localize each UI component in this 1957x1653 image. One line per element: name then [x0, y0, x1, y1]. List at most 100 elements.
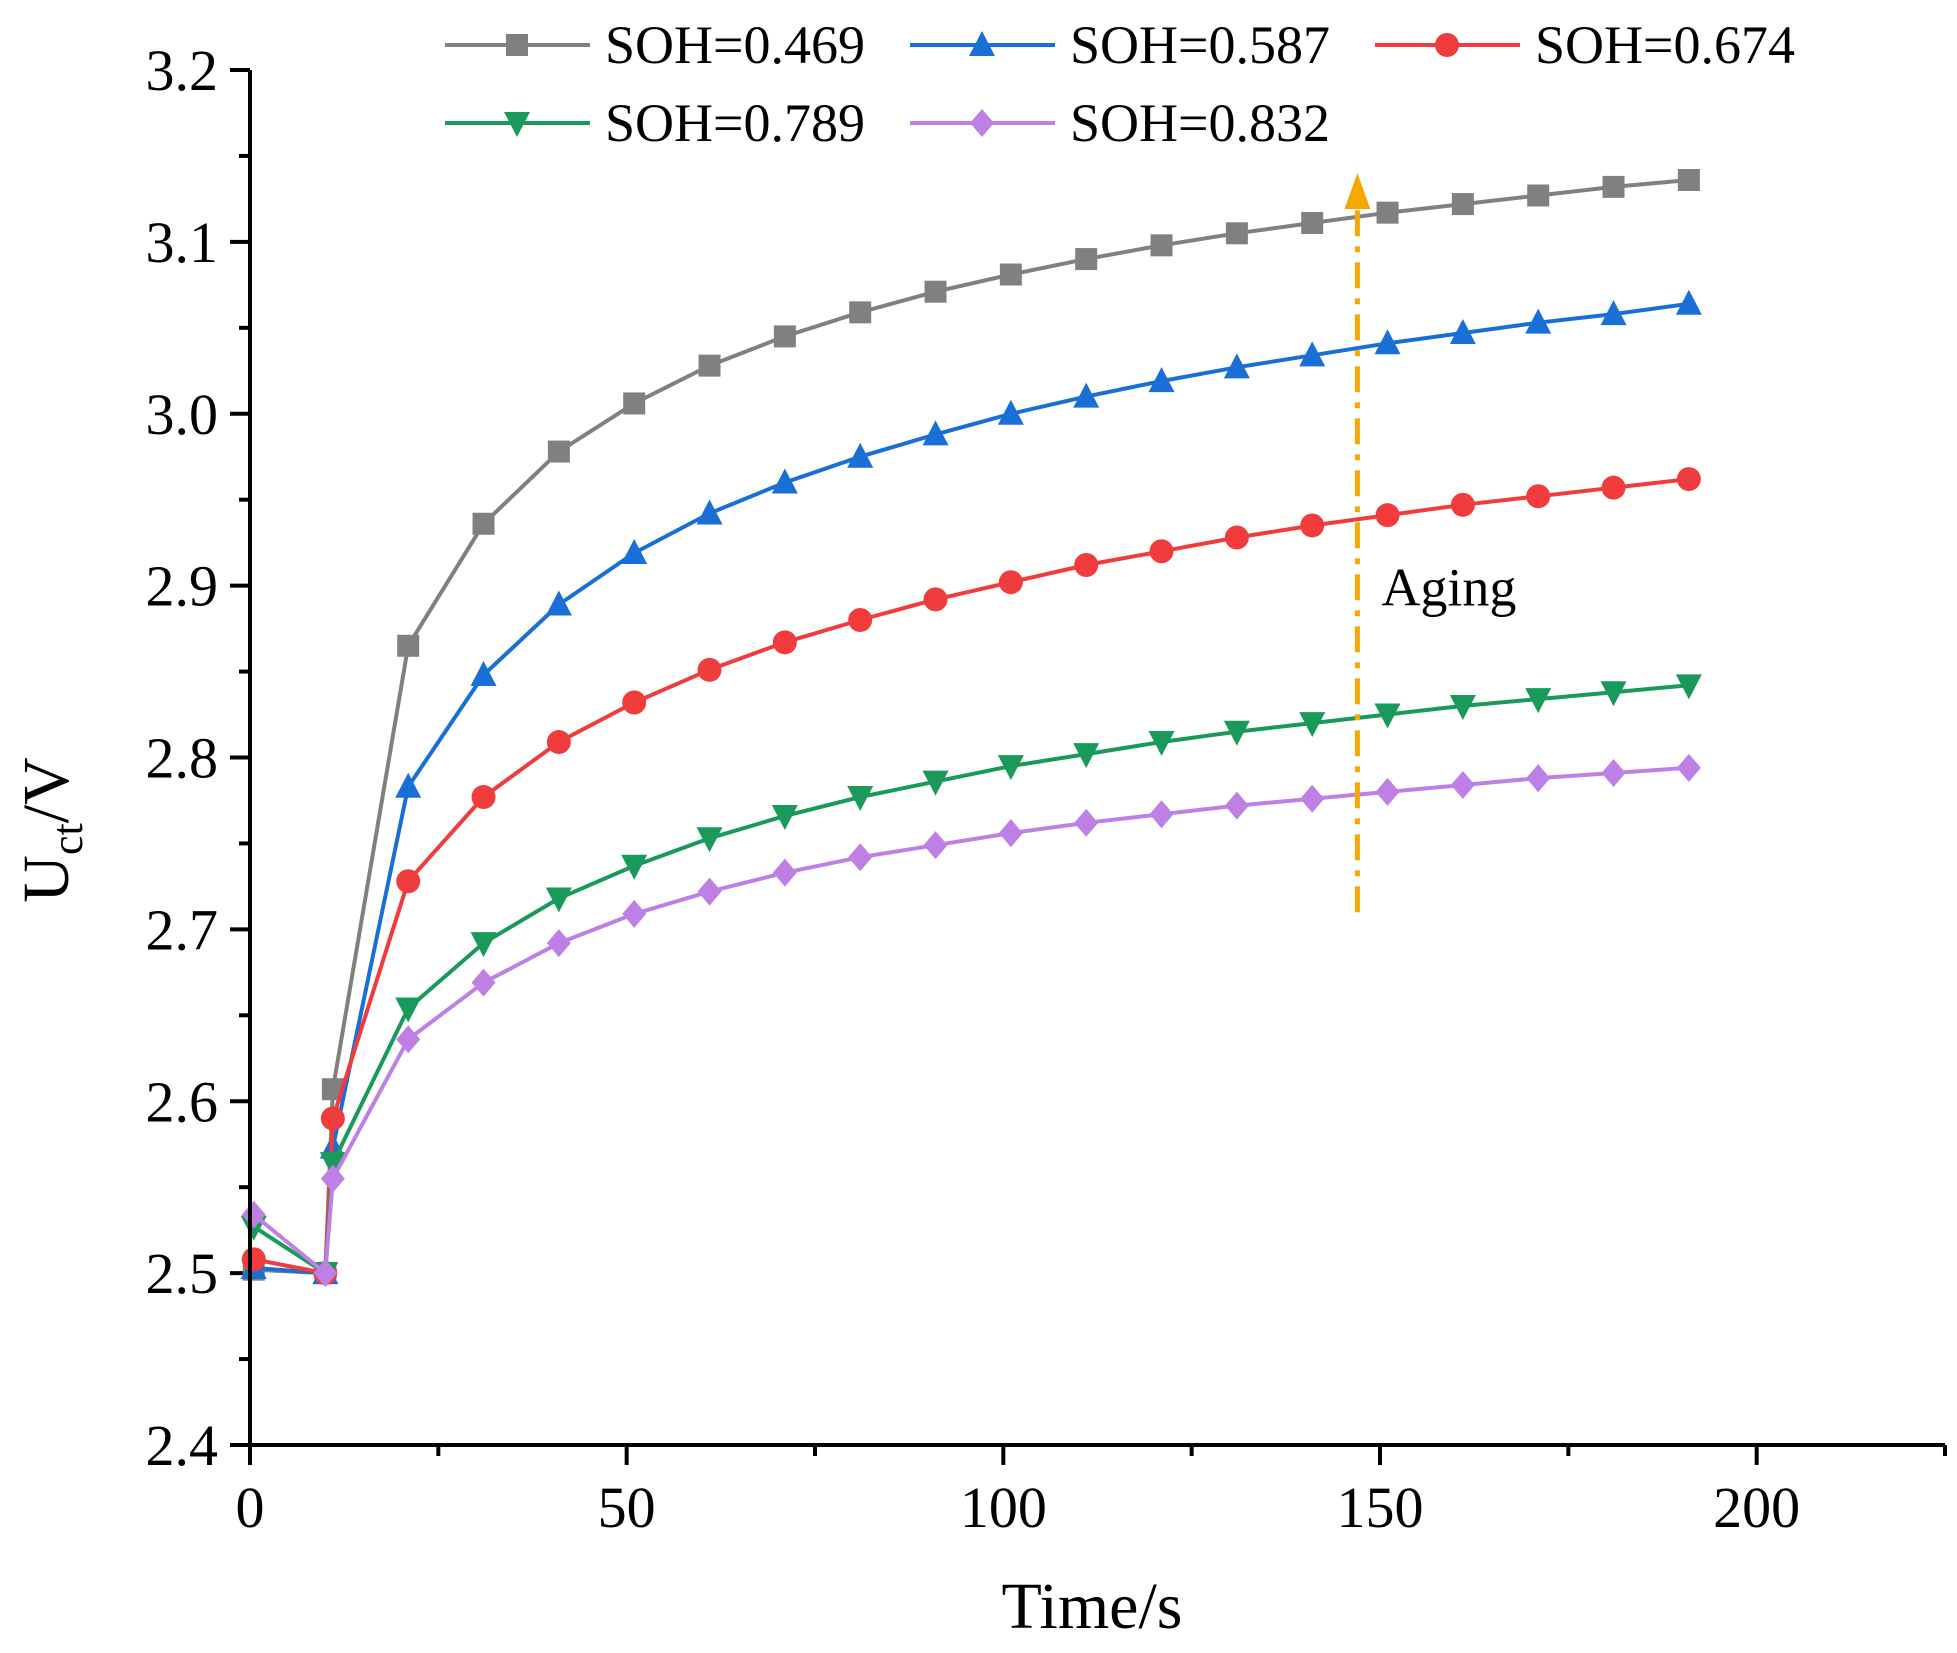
data-point [1148, 731, 1175, 757]
ticks-layer: 0 50 100 150 200 2.4 2.5 2.6 2.7 2.8 2.9 3.0 3.1 3.2 [146, 38, 1947, 1540]
data-point [1449, 694, 1476, 720]
series-2 [240, 289, 1702, 1285]
data-point [1150, 234, 1173, 257]
data-point [1527, 184, 1550, 207]
data-point [320, 1106, 345, 1131]
legend-marker [504, 112, 530, 137]
data-point [924, 280, 947, 303]
data-point [1223, 720, 1250, 746]
data-point [997, 755, 1024, 781]
legend-item: SOH=0.832 [910, 93, 1330, 153]
data-point [1374, 703, 1401, 729]
data-point [1375, 503, 1400, 528]
series-4 [240, 674, 1702, 1288]
data-point [1602, 175, 1625, 198]
data-point [320, 1164, 345, 1193]
x-tick-label: 100 [960, 1475, 1047, 1540]
data-point [1149, 539, 1174, 564]
data-point [1677, 169, 1700, 191]
data-point [1300, 784, 1325, 813]
data-point [771, 468, 798, 494]
legend-marker [506, 34, 528, 56]
data-point [696, 827, 723, 853]
data-point [1073, 382, 1100, 408]
data-point [397, 634, 420, 657]
series-line [252, 765, 1690, 1276]
data-point [396, 869, 421, 894]
data-point [1374, 329, 1401, 355]
data-point [1148, 367, 1175, 393]
data-point [623, 392, 646, 415]
data-point [849, 301, 872, 324]
y-tick-label: 2.5 [146, 1241, 219, 1306]
data-point [1450, 771, 1475, 799]
data-point [1600, 681, 1627, 707]
aging-arrow-head [1344, 173, 1371, 210]
data-point [997, 399, 1024, 425]
data-point [546, 929, 571, 958]
series-1 [242, 169, 1700, 1285]
y-tick-label: 2.7 [146, 897, 219, 962]
annotation-layer: Aging [1344, 173, 1516, 913]
aging-label: Aging [1381, 558, 1516, 618]
axes-layer [248, 70, 1945, 1447]
data-point [771, 804, 798, 830]
data-point [471, 785, 496, 810]
y-tick-label: 2.8 [146, 726, 219, 791]
y-tick-label: 3.1 [146, 210, 219, 275]
data-point [1299, 712, 1326, 738]
data-point [472, 512, 495, 535]
data-point [1149, 800, 1174, 829]
data-point [1676, 467, 1701, 492]
data-point [313, 1259, 338, 1288]
data-point [923, 831, 948, 860]
legend-item: SOH=0.587 [910, 15, 1330, 75]
x-tick-label: 50 [598, 1475, 656, 1540]
data-point [698, 354, 721, 377]
data-point [923, 587, 948, 612]
data-point [470, 932, 497, 958]
legend-marker [969, 31, 995, 56]
data-point [471, 968, 496, 997]
series-line [253, 301, 1690, 1276]
legend-label: SOH=0.469 [605, 15, 865, 75]
data-point [1074, 808, 1099, 837]
x-tick-label: 150 [1337, 1475, 1424, 1540]
data-point [1299, 341, 1326, 367]
legend-label: SOH=0.674 [1535, 15, 1795, 75]
y-tick-label: 2.9 [146, 554, 219, 619]
legend-label: SOH=0.587 [1070, 15, 1330, 75]
data-point [1225, 222, 1248, 245]
y-axis-title-main: U [10, 855, 83, 903]
data-point [1601, 758, 1626, 787]
data-point [1224, 525, 1249, 550]
legend-label: SOH=0.789 [605, 93, 865, 153]
data-point [772, 858, 797, 887]
series-5 [241, 753, 1701, 1288]
data-point [622, 899, 647, 928]
data-point [847, 442, 874, 468]
y-tick-label: 2.6 [146, 1069, 219, 1134]
data-point [998, 819, 1023, 848]
x-axis-title: Time/s [1002, 1570, 1183, 1643]
data-point [1600, 300, 1627, 326]
data-point [922, 770, 949, 796]
data-point [1449, 318, 1476, 344]
data-point [998, 570, 1023, 595]
data-point [1300, 513, 1325, 538]
data-point [395, 772, 422, 798]
legend-item: SOH=0.469 [445, 15, 865, 75]
legend-item: SOH=0.789 [445, 93, 865, 153]
legend-item: SOH=0.674 [1375, 15, 1795, 75]
x-tick-label: 200 [1713, 1475, 1800, 1540]
y-axis-title-suffix: /V [10, 757, 83, 823]
data-point [697, 657, 722, 682]
data-point [546, 730, 571, 755]
data-point [1376, 201, 1399, 224]
data-point [547, 440, 570, 463]
data-point [1450, 492, 1475, 517]
data-point [621, 538, 648, 564]
y-axis-title: Uct/V [10, 757, 92, 902]
data-point [545, 887, 572, 913]
data-point [1451, 193, 1474, 216]
